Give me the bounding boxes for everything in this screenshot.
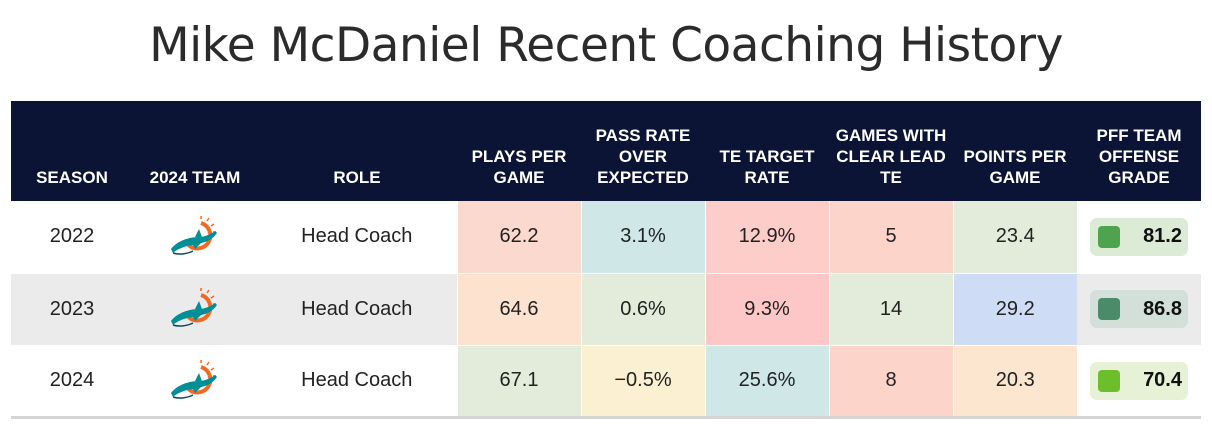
season-cell: 2023 xyxy=(11,273,133,346)
table-row: 2024 Head Coach 67.1 −0.5% 25.6% 8 20.3 xyxy=(11,345,1201,419)
pass-rate-over-expected-cell: −0.5% xyxy=(580,345,705,419)
offense-grade-cell: 81.2 xyxy=(1077,201,1201,274)
role-cell: Head Coach xyxy=(257,201,457,274)
team-cell xyxy=(133,273,257,346)
header-season: SEASON xyxy=(11,101,133,201)
season-cell: 2024 xyxy=(11,345,133,419)
plays-per-game-cell: 62.2 xyxy=(456,201,581,274)
grade-value: 70.4 xyxy=(1143,369,1182,391)
header-games-clear-lead-te: GAMES WITH CLEAR LEAD TE xyxy=(829,101,953,201)
points-per-game-cell: 23.4 xyxy=(952,201,1077,274)
dolphins-logo-icon xyxy=(171,359,217,399)
table-row: 2023 Head Coach 64.6 0.6% 9.3% 14 29.2 xyxy=(11,273,1201,346)
plays-per-game-cell: 64.6 xyxy=(456,273,581,346)
grade-badge: 81.2 xyxy=(1090,217,1188,256)
role-cell: Head Coach xyxy=(257,273,457,346)
games-clear-lead-te-cell: 8 xyxy=(828,345,953,419)
header-pass-rate-over-expected: PASS RATE OVER EXPECTED xyxy=(581,101,705,201)
te-target-rate-cell: 12.9% xyxy=(704,201,829,274)
header-te-target-rate: TE TARGET RATE xyxy=(705,101,829,201)
team-cell xyxy=(133,345,257,419)
header-pff-offense-grade: PFF TEAM OFFENSE GRADE xyxy=(1077,101,1201,201)
grade-badge: 86.8 xyxy=(1090,290,1188,328)
grade-value: 81.2 xyxy=(1143,225,1182,248)
dolphins-logo-icon xyxy=(171,215,217,255)
te-target-rate-cell: 25.6% xyxy=(704,345,829,419)
games-clear-lead-te-cell: 5 xyxy=(828,201,953,274)
team-cell xyxy=(133,201,257,274)
grade-badge: 70.4 xyxy=(1090,361,1188,400)
chart-title: Mike McDaniel Recent Coaching History xyxy=(149,18,1063,73)
dolphins-logo-icon xyxy=(171,288,217,327)
header-row: SEASON 2024 TEAM ROLE PLAYS PER GAME PAS… xyxy=(11,101,1201,201)
games-clear-lead-te-cell: 14 xyxy=(828,273,953,346)
pass-rate-over-expected-cell: 3.1% xyxy=(580,201,705,274)
header-plays-per-game: PLAYS PER GAME xyxy=(457,101,581,201)
pass-rate-over-expected-cell: 0.6% xyxy=(580,273,705,346)
grade-color-square xyxy=(1098,225,1120,248)
grade-color-square xyxy=(1098,298,1120,320)
coaching-history-table: SEASON 2024 TEAM ROLE PLAYS PER GAME PAS… xyxy=(11,101,1201,419)
points-per-game-cell: 20.3 xyxy=(952,345,1077,419)
header-team: 2024 TEAM xyxy=(133,101,257,201)
points-per-game-cell: 29.2 xyxy=(952,273,1077,346)
grade-color-square xyxy=(1098,369,1120,392)
season-cell: 2022 xyxy=(11,201,133,274)
offense-grade-cell: 86.8 xyxy=(1077,273,1201,346)
te-target-rate-cell: 9.3% xyxy=(704,273,829,346)
role-cell: Head Coach xyxy=(257,345,457,419)
offense-grade-cell: 70.4 xyxy=(1077,345,1201,419)
table-row: 2022 Head Coach 62.2 3.1% 12.9% 5 23.4 xyxy=(11,201,1201,274)
plays-per-game-cell: 67.1 xyxy=(456,345,581,419)
header-role: ROLE xyxy=(257,101,457,201)
header-points-per-game: POINTS PER GAME xyxy=(953,101,1077,201)
grade-value: 86.8 xyxy=(1143,297,1182,320)
